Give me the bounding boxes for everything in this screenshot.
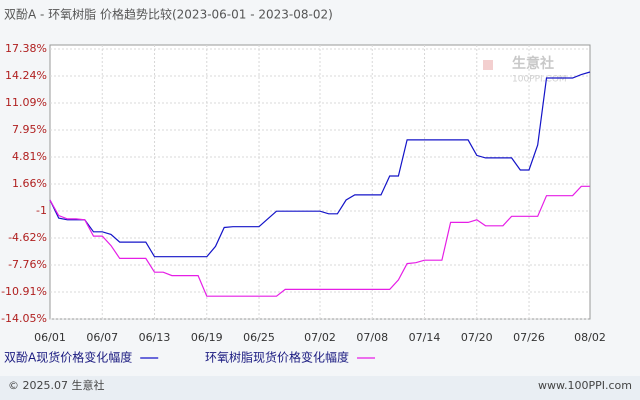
x-tick-label: 07/08 <box>356 331 388 344</box>
y-tick-label: 1.66% <box>12 177 47 190</box>
legend-label: 双酚A现货价格变化幅度 <box>4 350 132 365</box>
x-tick-label: 08/02 <box>574 331 606 344</box>
x-tick-label: 06/07 <box>86 331 118 344</box>
footer: www.100PPI.com <box>538 379 632 392</box>
y-tick-label: 11.09% <box>5 96 47 109</box>
watermark: 生意社 <box>512 55 554 72</box>
series-line <box>49 185 590 297</box>
watermark: 100PPI.COM <box>512 75 567 85</box>
x-tick-label: 07/20 <box>461 331 493 344</box>
y-tick-label: 4.81% <box>12 150 47 163</box>
y-tick-label: -14.05% <box>1 312 47 325</box>
y-tick-label: -1 <box>36 204 47 217</box>
x-tick-label: 06/01 <box>34 331 66 344</box>
footer: © 2025.07 生意社 <box>8 378 104 392</box>
chart-title: 双酚A - 环氧树脂 价格趋势比较(2023-06-01 - 2023-08-0… <box>4 7 333 22</box>
y-tick-label: 17.38% <box>5 42 47 55</box>
legend-label: 环氧树脂现货价格变化幅度 <box>205 350 349 365</box>
footer-bar <box>0 376 640 400</box>
x-tick-label: 07/14 <box>409 331 441 344</box>
y-tick-label: -7.76% <box>8 258 47 271</box>
watermark-logo <box>483 60 493 70</box>
x-tick-label: 06/19 <box>191 331 223 344</box>
y-tick-label: -10.91% <box>1 285 47 298</box>
x-tick-label: 07/02 <box>304 331 336 344</box>
x-tick-label: 06/25 <box>243 331 275 344</box>
y-tick-label: -4.62% <box>8 231 47 244</box>
x-tick-label: 07/26 <box>513 331 545 344</box>
y-tick-label: 14.24% <box>5 69 47 82</box>
x-tick-label: 06/13 <box>139 331 171 344</box>
y-tick-label: 7.95% <box>12 123 47 136</box>
series-line <box>49 71 591 258</box>
